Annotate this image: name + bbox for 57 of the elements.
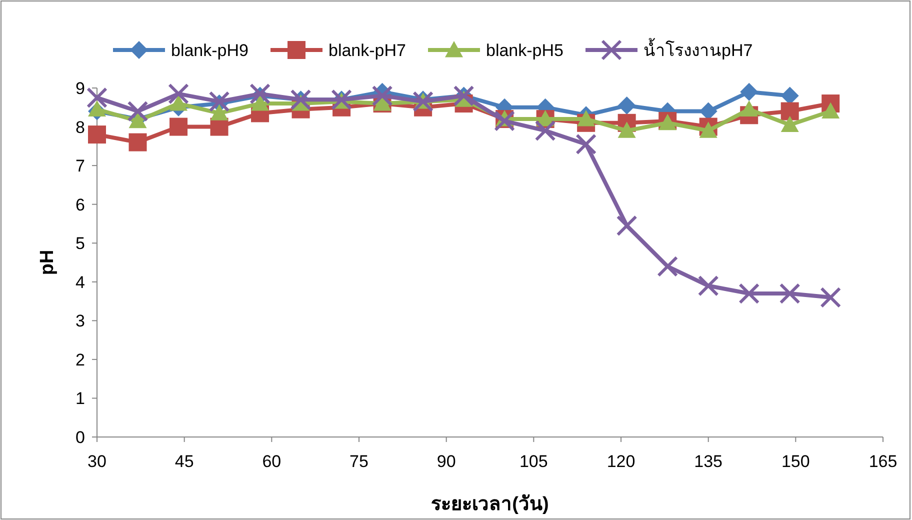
y-tick-label: 5 [76,234,85,254]
legend-label: blank-pH7 [328,41,406,60]
y-tick-label: 4 [76,272,85,292]
x-tick-label: 75 [350,452,368,471]
point [657,256,678,277]
x-tick-label: 90 [436,452,456,471]
point [251,94,270,111]
point [738,283,760,304]
x-axis-title: ระยะเวลา(วัน) [431,494,549,515]
y-tick-label: 3 [76,312,85,331]
point [618,96,636,114]
point [170,94,188,111]
point [699,122,718,138]
point [780,116,799,132]
x-tick-label: 120 [606,452,636,471]
x-tick-label: 60 [262,452,282,471]
point [128,133,147,152]
point [616,215,638,236]
point [822,102,840,118]
point [740,100,758,117]
point [88,126,106,144]
point [168,83,190,104]
point [170,118,188,136]
point [820,286,842,308]
point [618,122,636,138]
point [250,83,271,104]
y-axis-title: pH [37,250,58,276]
point [208,91,230,112]
y-tick-label: 6 [76,195,85,214]
y-tick-label: 1 [76,389,85,408]
point [780,102,799,120]
legend-label: blank-pH5 [486,41,564,60]
y-tick-label: 2 [76,350,85,370]
y-tick-label: 8 [76,118,85,137]
point [577,110,596,126]
x-tick-label: 105 [519,452,548,471]
x-tick-label: 45 [174,452,194,471]
point [127,100,148,122]
legend-label: blank-pH9 [171,41,248,60]
y-tick-label: 7 [76,156,85,176]
point [779,283,800,304]
x-tick-label: 165 [868,452,898,471]
x-tick-label: 30 [88,452,106,471]
point [740,82,758,101]
point [86,87,108,108]
point [534,120,556,142]
y-tick-label: 0 [76,428,85,447]
y-tick-label: 9 [76,79,85,98]
point [698,275,719,296]
x-tick-label: 135 [694,452,723,471]
point [576,134,597,155]
point [412,91,434,112]
x-tick-label: 150 [781,452,810,471]
legend-label: น้ำโรงงานpH7 [644,38,753,60]
point [210,104,228,120]
point [372,85,393,106]
point [88,100,106,117]
